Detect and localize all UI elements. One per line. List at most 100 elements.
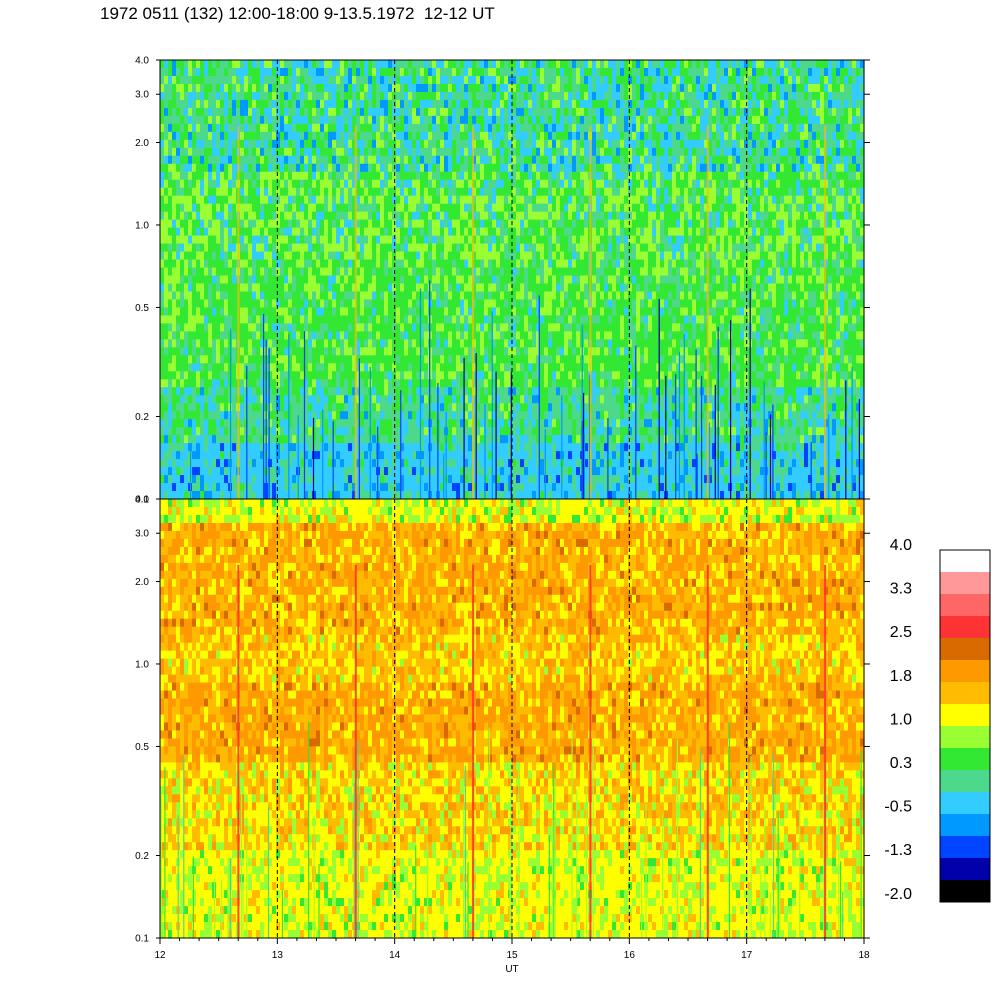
heatmap-cell	[184, 107, 189, 117]
heatmap-cell	[484, 187, 489, 197]
heatmap-cell	[240, 251, 245, 261]
heatmap-cell	[380, 131, 385, 141]
heatmap-cell	[304, 155, 309, 165]
heatmap-cell	[716, 155, 721, 165]
heatmap-cell	[412, 67, 417, 77]
heatmap-cell	[680, 211, 685, 221]
heatmap-cell	[548, 243, 553, 253]
heatmap-cell	[460, 251, 465, 261]
heatmap-cell	[596, 75, 601, 85]
heatmap-cell	[548, 155, 553, 165]
heatmap-cell	[260, 131, 265, 141]
heatmap-cell	[224, 147, 229, 157]
heatmap-cell	[784, 171, 789, 181]
heatmap-cell	[788, 155, 793, 165]
heatmap-cell	[700, 203, 705, 213]
heatmap-cell	[808, 187, 813, 197]
heatmap-cell	[276, 227, 281, 237]
heatmap-cell	[600, 171, 605, 181]
heatmap-cell	[572, 235, 577, 245]
heatmap-cell	[656, 227, 661, 237]
heatmap-cell	[160, 251, 165, 261]
heatmap-cell	[668, 243, 673, 253]
heatmap-cell	[572, 163, 577, 173]
heatmap-cell	[652, 60, 657, 69]
heatmap-cell	[304, 259, 309, 269]
heatmap-cell	[472, 187, 477, 197]
heatmap-cell	[504, 139, 509, 149]
heatmap-cell	[612, 227, 617, 237]
heatmap-cell	[328, 163, 333, 173]
heatmap-cell	[248, 179, 253, 189]
heatmap-cell	[388, 139, 393, 149]
heatmap-cell	[428, 83, 433, 93]
heatmap-cell	[824, 91, 829, 101]
heatmap-cell	[456, 243, 461, 253]
heatmap-cell	[412, 219, 417, 229]
heatmap-cell	[256, 267, 261, 277]
heatmap-cell	[220, 219, 225, 229]
heatmap-cell	[692, 171, 697, 181]
heatmap-cell	[856, 83, 861, 93]
heatmap-cell	[576, 259, 581, 269]
heatmap-cell	[512, 275, 517, 285]
heatmap-cell	[676, 187, 681, 197]
heatmap-cell	[204, 283, 209, 293]
heatmap-cell	[660, 131, 665, 141]
heatmap-cell	[188, 219, 193, 229]
heatmap-cell	[368, 139, 373, 149]
heatmap-cell	[492, 267, 497, 277]
heatmap-cell	[740, 243, 745, 253]
heatmap-cell	[344, 139, 349, 149]
heatmap-cell	[736, 171, 741, 181]
heatmap-cell	[544, 171, 549, 181]
heatmap-cell	[396, 171, 401, 181]
heatmap-cell	[824, 60, 829, 69]
heatmap-cell	[580, 91, 585, 101]
heatmap-cell	[456, 163, 461, 173]
heatmap-cell	[164, 235, 169, 245]
heatmap-cell	[284, 67, 289, 77]
heatmap-cell	[652, 171, 657, 181]
heatmap-cell	[196, 115, 201, 125]
heatmap-cell	[488, 83, 493, 93]
heatmap-cell	[832, 203, 837, 213]
heatmap-cell	[796, 147, 801, 157]
heatmap-cell	[648, 107, 653, 117]
heatmap-cell	[448, 219, 453, 229]
heatmap-cell	[544, 83, 549, 93]
heatmap-cell	[308, 99, 313, 109]
heatmap-cell	[756, 115, 761, 125]
heatmap-cell	[248, 60, 253, 69]
heatmap-cell	[556, 163, 561, 173]
heatmap-cell	[516, 243, 521, 253]
heatmap-cell	[564, 75, 569, 85]
heatmap-cell	[436, 227, 441, 237]
heatmap-cell	[604, 131, 609, 141]
heatmap-cell	[304, 187, 309, 197]
heatmap-cell	[280, 75, 285, 85]
heatmap-cell	[612, 203, 617, 213]
heatmap-cell	[384, 99, 389, 109]
heatmap-cell	[496, 91, 501, 101]
heatmap-cell	[372, 283, 377, 293]
heatmap-cell	[696, 155, 701, 165]
heatmap-cell	[816, 251, 821, 261]
heatmap-cell	[516, 123, 521, 133]
heatmap-cell	[736, 91, 741, 101]
heatmap-cell	[716, 259, 721, 269]
heatmap-cell	[796, 91, 801, 101]
heatmap-cell	[608, 251, 613, 261]
heatmap-cell	[836, 147, 841, 157]
heatmap-cell	[736, 251, 741, 261]
heatmap-cell	[660, 147, 665, 157]
heatmap-cell	[184, 83, 189, 93]
heatmap-cell	[428, 211, 433, 221]
heatmap-cell	[600, 83, 605, 93]
heatmap-cell	[828, 243, 833, 253]
heatmap-cell	[164, 139, 169, 149]
heatmap-cell	[576, 99, 581, 109]
heatmap-cell	[264, 195, 269, 205]
heatmap-cell	[332, 187, 337, 197]
heatmap-cell	[436, 219, 441, 229]
